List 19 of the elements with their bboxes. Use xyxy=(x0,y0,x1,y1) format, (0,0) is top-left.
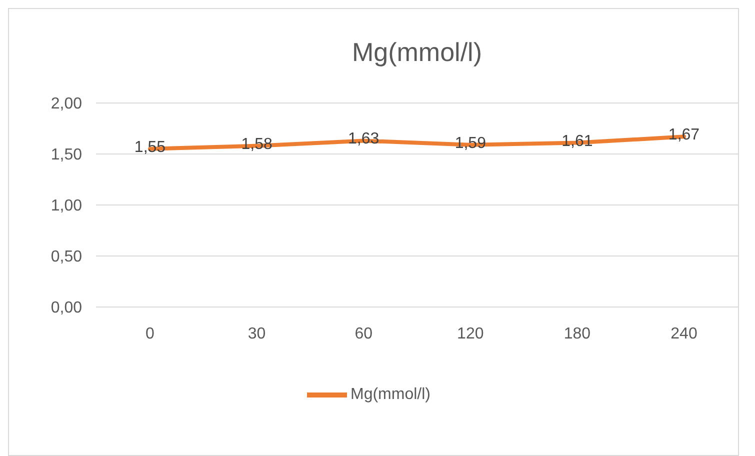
y-tick-label: 0,50 xyxy=(50,248,82,266)
x-tick-label: 180 xyxy=(564,325,591,342)
x-tick-label: 120 xyxy=(457,325,484,342)
data-label: 1,63 xyxy=(348,130,380,148)
data-label: 1,61 xyxy=(562,132,593,150)
data-label: 1,55 xyxy=(134,138,166,156)
data-label: 1,58 xyxy=(241,136,272,153)
x-tick-label: 30 xyxy=(248,325,266,342)
y-tick-label: 2,00 xyxy=(50,96,82,113)
y-tick-label: 1,50 xyxy=(50,146,82,164)
chart-title: Mg(mmol/l) xyxy=(351,37,483,68)
y-tick-label: 0,00 xyxy=(50,300,82,317)
y-tick-label: 1,00 xyxy=(50,198,82,215)
x-tick-label: 240 xyxy=(670,325,698,342)
x-tick-label: 0 xyxy=(146,325,155,342)
legend-label: Mg(mmol/l) xyxy=(350,386,430,404)
data-label: 1,67 xyxy=(668,126,700,144)
data-label: 1,59 xyxy=(454,134,486,152)
x-tick-label: 60 xyxy=(354,325,373,342)
